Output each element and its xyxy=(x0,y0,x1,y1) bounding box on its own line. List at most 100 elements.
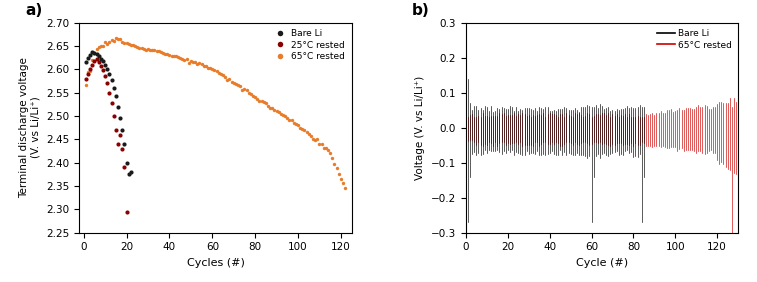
Point xyxy=(95,57,107,61)
Point xyxy=(95,44,107,48)
Point xyxy=(104,72,116,76)
Point xyxy=(114,116,126,120)
Point xyxy=(159,51,171,56)
Point xyxy=(320,146,332,150)
Point xyxy=(157,51,169,55)
Point xyxy=(170,54,182,58)
Point xyxy=(245,92,257,96)
Point xyxy=(316,142,328,147)
Point xyxy=(92,60,104,65)
Point xyxy=(174,56,186,61)
Point xyxy=(148,48,160,52)
Point xyxy=(120,209,132,214)
Point xyxy=(86,62,98,67)
Point xyxy=(92,54,104,58)
Point xyxy=(179,57,191,62)
Point xyxy=(79,83,92,87)
Point xyxy=(182,61,195,65)
Legend: Bare Li, 25°C rested, 65°C rested: Bare Li, 25°C rested, 65°C rested xyxy=(269,27,347,63)
Point xyxy=(144,47,156,52)
Point xyxy=(91,52,103,57)
Point xyxy=(298,128,310,133)
Point xyxy=(208,67,220,72)
Point xyxy=(99,62,111,67)
Point xyxy=(269,107,281,112)
Point xyxy=(294,125,307,130)
Point xyxy=(101,81,114,85)
Point xyxy=(322,148,334,152)
Point xyxy=(79,60,92,65)
Point xyxy=(230,82,242,87)
X-axis label: Cycles (#): Cycles (#) xyxy=(187,258,245,268)
Point xyxy=(251,97,263,102)
Point xyxy=(223,77,235,81)
Point xyxy=(292,122,304,127)
Point xyxy=(243,91,255,95)
Point xyxy=(326,156,338,161)
Point xyxy=(120,160,132,165)
Point xyxy=(129,43,142,48)
Point xyxy=(101,41,114,46)
Point xyxy=(195,62,207,67)
Point xyxy=(337,180,349,185)
Point xyxy=(217,73,229,78)
Point xyxy=(161,52,173,56)
Point xyxy=(168,54,180,58)
Point xyxy=(112,36,124,41)
Point xyxy=(89,50,101,55)
Point xyxy=(123,42,135,47)
Point xyxy=(257,100,269,104)
Point xyxy=(101,67,114,72)
Point xyxy=(104,90,116,95)
Text: b): b) xyxy=(412,3,429,18)
Point xyxy=(123,172,135,177)
Point xyxy=(117,39,129,44)
Point xyxy=(133,46,145,51)
Point xyxy=(91,57,103,61)
Point xyxy=(283,118,295,122)
Point xyxy=(198,63,210,68)
Point xyxy=(247,94,259,98)
Point xyxy=(234,84,246,88)
Point xyxy=(301,130,313,135)
Point xyxy=(331,165,343,170)
Point xyxy=(318,145,330,150)
Point xyxy=(189,60,201,65)
Point xyxy=(84,53,96,58)
Point xyxy=(313,142,326,146)
Point xyxy=(187,60,199,64)
Point xyxy=(254,98,266,103)
Point xyxy=(181,56,193,61)
Point xyxy=(309,138,321,142)
Point xyxy=(238,87,251,91)
Point xyxy=(110,94,122,99)
Point xyxy=(84,67,96,72)
Point xyxy=(305,134,317,139)
Point xyxy=(82,55,94,60)
Point xyxy=(288,121,300,125)
Point xyxy=(307,136,319,141)
Point xyxy=(117,146,129,151)
Point xyxy=(105,77,117,82)
Point xyxy=(172,55,184,60)
Point xyxy=(192,62,204,67)
Point xyxy=(118,41,130,46)
Point xyxy=(155,49,167,54)
Point xyxy=(82,72,94,76)
Point xyxy=(185,59,197,63)
Point xyxy=(112,104,124,109)
Point xyxy=(95,63,107,68)
Point xyxy=(282,115,294,120)
Point xyxy=(228,81,240,86)
Point xyxy=(273,110,285,115)
Point xyxy=(151,49,163,53)
Point xyxy=(107,114,120,118)
Point xyxy=(219,75,231,79)
Point xyxy=(194,61,206,65)
Point xyxy=(215,72,227,76)
Point xyxy=(91,47,103,51)
Point xyxy=(99,74,111,78)
Point xyxy=(296,127,308,132)
Point xyxy=(105,101,117,105)
Point xyxy=(166,53,178,58)
